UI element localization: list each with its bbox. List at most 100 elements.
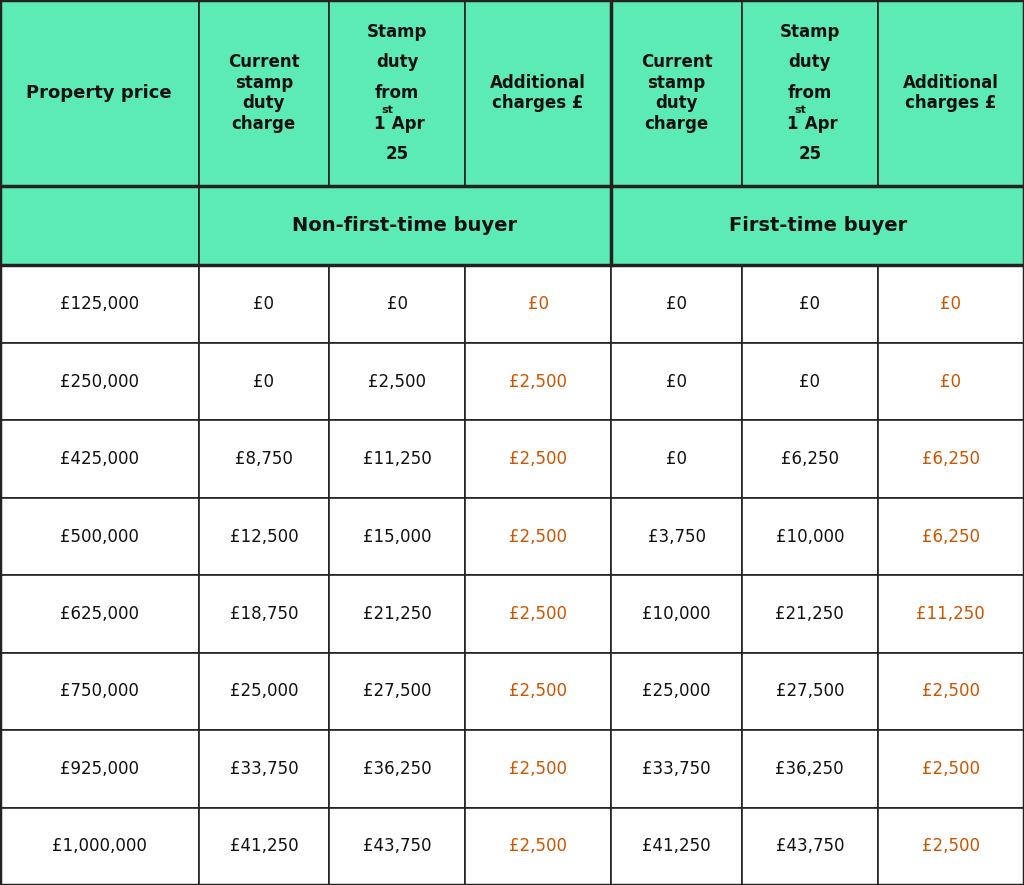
Text: Apr: Apr — [799, 114, 838, 133]
Bar — [878, 497, 1024, 575]
Text: £125,000: £125,000 — [59, 296, 139, 313]
Text: £27,500: £27,500 — [362, 682, 431, 700]
Text: from: from — [787, 84, 831, 102]
Bar — [878, 653, 1024, 730]
Text: £15,000: £15,000 — [362, 527, 431, 545]
Text: £2,500: £2,500 — [509, 450, 567, 468]
Bar — [0, 266, 199, 342]
Bar — [329, 342, 465, 420]
Text: st: st — [795, 104, 806, 115]
Text: £0: £0 — [800, 296, 820, 313]
Text: 25: 25 — [799, 145, 821, 163]
Text: £0: £0 — [527, 296, 549, 313]
Bar — [878, 342, 1024, 420]
Text: £2,500: £2,500 — [509, 760, 567, 778]
Bar — [741, 730, 878, 807]
Text: £250,000: £250,000 — [59, 373, 139, 390]
Bar — [0, 342, 199, 420]
Text: £2,500: £2,500 — [922, 837, 980, 855]
Text: £6,250: £6,250 — [922, 527, 980, 545]
Text: £925,000: £925,000 — [59, 760, 139, 778]
Bar — [611, 0, 741, 186]
Bar — [465, 420, 611, 497]
Text: £2,500: £2,500 — [509, 373, 567, 390]
Bar — [0, 730, 199, 807]
Text: £41,250: £41,250 — [642, 837, 711, 855]
Bar — [329, 497, 465, 575]
Bar — [611, 807, 741, 885]
Text: £0: £0 — [940, 373, 962, 390]
Bar — [611, 730, 741, 807]
Text: £33,750: £33,750 — [229, 760, 298, 778]
Text: £41,250: £41,250 — [229, 837, 298, 855]
Text: £6,250: £6,250 — [922, 450, 980, 468]
Bar — [199, 266, 329, 342]
Text: £18,750: £18,750 — [229, 605, 298, 623]
Text: £10,000: £10,000 — [775, 527, 844, 545]
Text: £11,250: £11,250 — [916, 605, 985, 623]
Text: £0: £0 — [666, 450, 687, 468]
Bar — [465, 807, 611, 885]
Text: £33,750: £33,750 — [642, 760, 711, 778]
Text: £0: £0 — [387, 296, 408, 313]
Text: from: from — [375, 84, 419, 102]
Text: Property price: Property price — [27, 84, 172, 102]
Bar — [741, 807, 878, 885]
Bar — [878, 420, 1024, 497]
Text: Additional
charges £: Additional charges £ — [903, 73, 998, 112]
Bar — [741, 0, 878, 186]
Bar — [329, 575, 465, 653]
Text: Current
stamp
duty
charge: Current stamp duty charge — [641, 53, 713, 133]
Text: £21,250: £21,250 — [362, 605, 431, 623]
Bar — [465, 266, 611, 342]
Text: £27,500: £27,500 — [775, 682, 844, 700]
Text: £43,750: £43,750 — [775, 837, 844, 855]
Bar — [0, 186, 199, 266]
Text: £625,000: £625,000 — [59, 605, 139, 623]
Bar — [611, 575, 741, 653]
Bar — [611, 653, 741, 730]
Text: st: st — [382, 104, 393, 115]
Text: £0: £0 — [800, 373, 820, 390]
Text: 25: 25 — [385, 145, 409, 163]
Bar — [465, 575, 611, 653]
Bar — [199, 420, 329, 497]
Text: £2,500: £2,500 — [368, 373, 426, 390]
Bar — [611, 186, 1024, 266]
Bar — [0, 807, 199, 885]
Bar — [329, 807, 465, 885]
Text: £12,500: £12,500 — [229, 527, 298, 545]
Text: £8,750: £8,750 — [234, 450, 293, 468]
Text: £36,250: £36,250 — [775, 760, 844, 778]
Text: £2,500: £2,500 — [509, 527, 567, 545]
Text: 1: 1 — [374, 114, 385, 133]
Bar — [199, 730, 329, 807]
Text: £2,500: £2,500 — [509, 837, 567, 855]
Text: £750,000: £750,000 — [59, 682, 138, 700]
Text: First-time buyer: First-time buyer — [728, 216, 907, 235]
Text: £2,500: £2,500 — [922, 682, 980, 700]
Bar — [741, 575, 878, 653]
Bar — [878, 807, 1024, 885]
Text: £25,000: £25,000 — [229, 682, 298, 700]
Bar — [329, 653, 465, 730]
Bar — [741, 653, 878, 730]
Bar — [465, 497, 611, 575]
Text: Stamp: Stamp — [367, 23, 427, 41]
Text: £3,750: £3,750 — [647, 527, 706, 545]
Bar — [329, 730, 465, 807]
Text: £425,000: £425,000 — [59, 450, 139, 468]
Text: £0: £0 — [253, 296, 274, 313]
Bar — [465, 342, 611, 420]
Bar — [878, 730, 1024, 807]
Text: Non-first-time buyer: Non-first-time buyer — [292, 216, 517, 235]
Bar — [611, 342, 741, 420]
Bar — [465, 730, 611, 807]
Text: £2,500: £2,500 — [509, 682, 567, 700]
Bar — [199, 0, 329, 186]
Text: 1: 1 — [786, 114, 798, 133]
Text: £0: £0 — [940, 296, 962, 313]
Text: Apr: Apr — [386, 114, 425, 133]
Bar — [0, 0, 199, 186]
Bar — [611, 497, 741, 575]
